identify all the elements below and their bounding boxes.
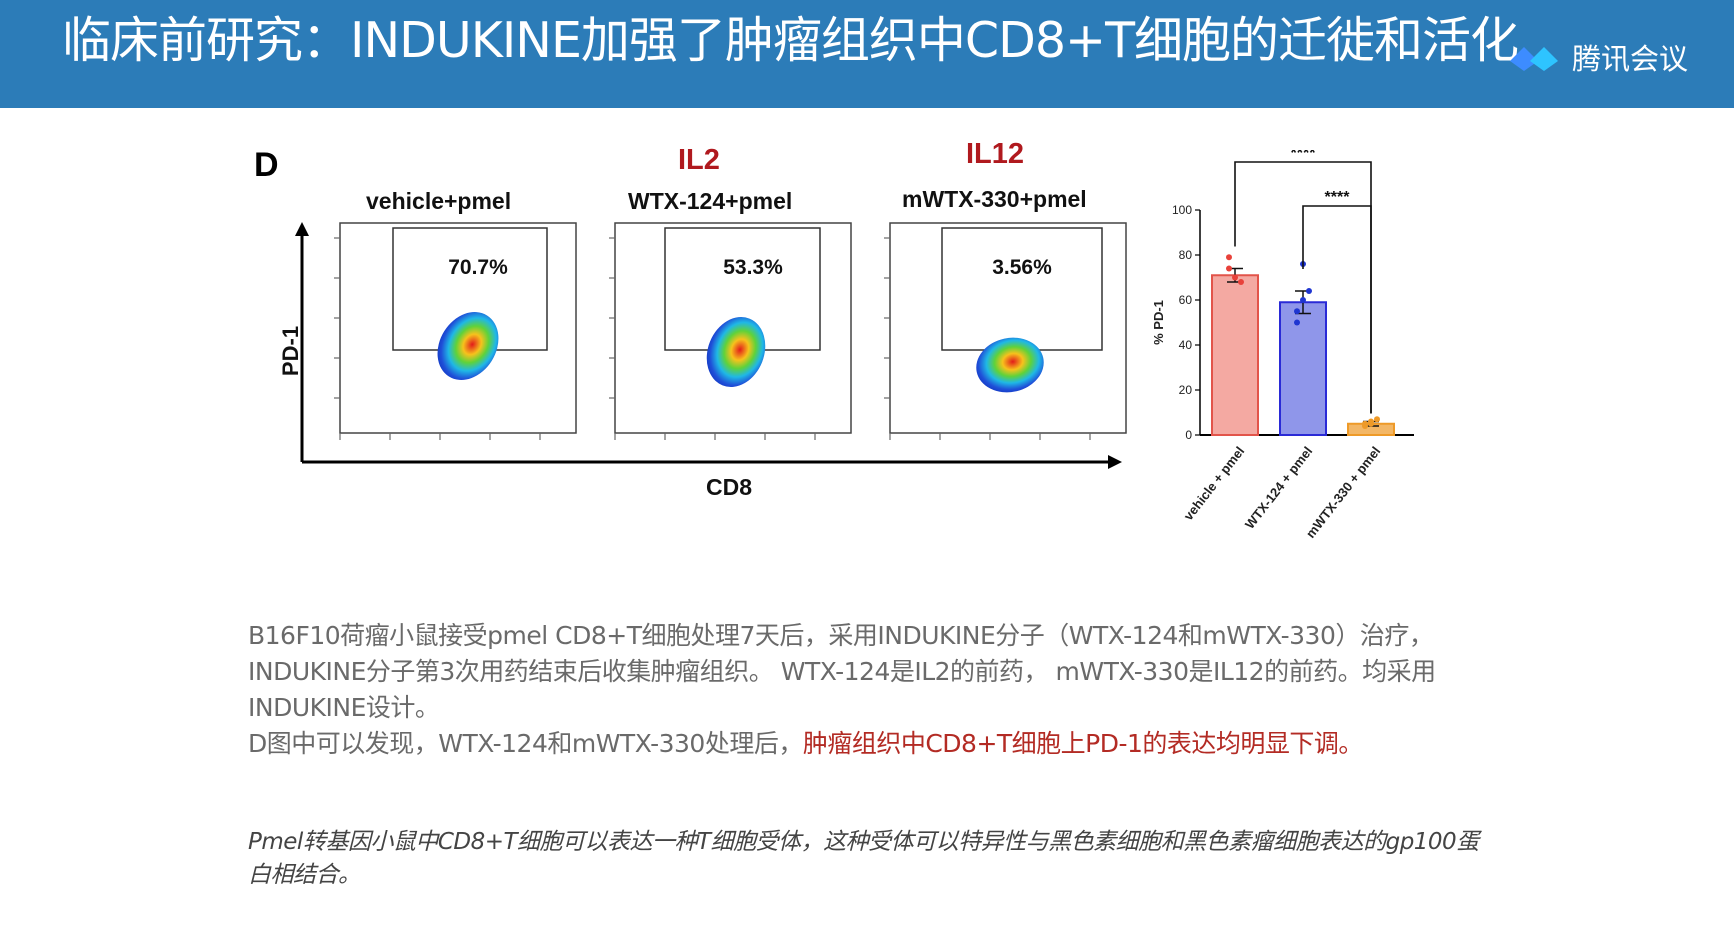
title-bar: 临床前研究：INDUKINE加强了肿瘤组织中CD8+T细胞的迁徙和活化 腾讯会议 bbox=[0, 0, 1734, 108]
panel-letter: D bbox=[254, 146, 279, 184]
slide-title: 临床前研究：INDUKINE加强了肿瘤组织中CD8+T细胞的迁徙和活化 bbox=[62, 12, 1519, 69]
y-tick-label: 40 bbox=[1179, 338, 1193, 352]
data-point bbox=[1232, 274, 1238, 281]
data-point bbox=[1368, 418, 1374, 425]
flow-panel-title-vehicle: vehicle+pmel bbox=[366, 188, 512, 214]
y-tick-label: 80 bbox=[1179, 248, 1193, 262]
finding-highlight: 肿瘤组织中CD8+T细胞上PD-1的表达均明显下调。 bbox=[802, 729, 1364, 758]
data-point bbox=[1362, 420, 1368, 427]
data-point bbox=[1294, 308, 1300, 315]
pd1-axis-arrow bbox=[295, 222, 309, 236]
gate-percent-wtx124: 53.3% bbox=[723, 256, 783, 279]
drug-label-il2: IL2 bbox=[678, 144, 720, 176]
flow-panel-vehicle bbox=[339, 222, 577, 434]
pmel-note: Pmel转基因小鼠中CD8+T细胞可以表达一种T细胞受体，这种受体可以特异性与黑… bbox=[248, 826, 1498, 892]
density-blob bbox=[706, 317, 766, 387]
category-label-0: vehicle + pmel bbox=[1181, 444, 1248, 524]
gate-percent-mwtx330: 3.56% bbox=[992, 256, 1052, 279]
bar-1 bbox=[1279, 301, 1327, 436]
data-point bbox=[1226, 254, 1232, 261]
pd1-bar-chart: 0 20 40 60 80 100 % PD-1 vehicle + pmelWTX-124 … bbox=[1151, 150, 1414, 541]
data-point bbox=[1300, 297, 1306, 303]
data-point bbox=[1226, 265, 1232, 272]
y-tick-label: 60 bbox=[1179, 293, 1193, 307]
data-point bbox=[1238, 279, 1244, 285]
finding-prefix: D图中可以发现，WTX-124和mWTX-330处理后， bbox=[248, 729, 803, 758]
significance-bracket bbox=[1302, 205, 1372, 414]
y-tick-label: 0 bbox=[1185, 428, 1192, 442]
description-paragraph-2: D图中可以发现，WTX-124和mWTX-330处理后，肿瘤组织中CD8+T细胞… bbox=[248, 726, 1498, 762]
meeting-app-name: 腾讯会议 bbox=[1572, 42, 1689, 76]
drug-label-il12: IL12 bbox=[966, 138, 1025, 170]
significance-stars: **** bbox=[1325, 189, 1351, 206]
description-paragraph-1: B16F10荷瘤小鼠接受pmel CD8+T细胞处理7天后，采用INDUKINE… bbox=[248, 621, 1436, 722]
flow-panel-title-wtx124: WTX-124+pmel bbox=[628, 188, 793, 214]
flow-cytometry-panels bbox=[295, 222, 1127, 469]
category-label-2: mWTX-330 + pmel bbox=[1303, 444, 1384, 541]
tencent-meeting-badge[interactable]: 腾讯会议 bbox=[1508, 36, 1688, 78]
category-label-1: WTX-124 + pmel bbox=[1242, 444, 1315, 532]
flow-x-axis-label: CD8 bbox=[706, 474, 753, 500]
description-text: B16F10荷瘤小鼠接受pmel CD8+T细胞处理7天后，采用INDUKINE… bbox=[248, 618, 1498, 762]
data-point bbox=[1374, 416, 1380, 423]
bar-y-axis-label: % PD-1 bbox=[1151, 300, 1166, 345]
bar-0 bbox=[1211, 274, 1259, 436]
tencent-meeting-logo-icon bbox=[1510, 47, 1558, 71]
y-tick-label: 20 bbox=[1179, 383, 1193, 397]
pmel-note-text: Pmel转基因小鼠中CD8+T细胞可以表达一种T细胞受体，这种受体可以特异性与黑… bbox=[248, 829, 1479, 888]
density-blob bbox=[437, 312, 499, 380]
flow-y-axis-label: PD-1 bbox=[278, 325, 304, 377]
cd8-axis-arrow bbox=[1108, 455, 1122, 469]
flow-panel-title-mwtx330: mWTX-330+pmel bbox=[902, 186, 1087, 212]
density-blob bbox=[976, 337, 1044, 393]
significance-stars: **** bbox=[1291, 150, 1317, 162]
y-tick-label: 100 bbox=[1172, 203, 1192, 217]
gate-box bbox=[941, 227, 1103, 351]
gate-percent-vehicle: 70.7% bbox=[448, 256, 508, 279]
flow-panel-wtx124 bbox=[614, 222, 852, 434]
data-point bbox=[1294, 319, 1300, 326]
flow-panel-mwtx330 bbox=[889, 222, 1127, 434]
data-point bbox=[1306, 288, 1312, 294]
